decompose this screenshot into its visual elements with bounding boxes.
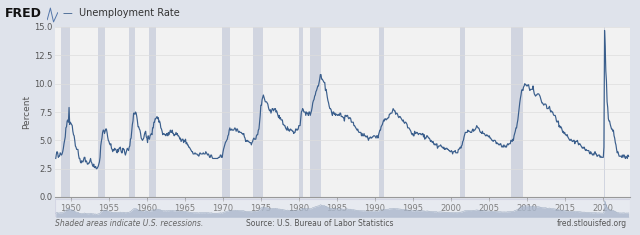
Bar: [511, 27, 523, 197]
Y-axis label: Percent: Percent: [22, 95, 31, 129]
Text: FRED: FRED: [5, 7, 42, 20]
Bar: [98, 27, 104, 197]
Bar: [129, 27, 135, 197]
Bar: [149, 27, 156, 197]
Text: Source: U.S. Bureau of Labor Statistics: Source: U.S. Bureau of Labor Statistics: [246, 219, 394, 228]
Bar: [379, 27, 384, 197]
FancyBboxPatch shape: [55, 199, 630, 217]
Bar: [460, 27, 465, 197]
Text: fred.stlouisfed.org: fred.stlouisfed.org: [557, 219, 627, 228]
Bar: [310, 27, 321, 197]
Bar: [604, 27, 605, 197]
Text: —: —: [63, 8, 72, 18]
Text: Unemployment Rate: Unemployment Rate: [79, 8, 179, 18]
Text: Shaded areas indicate U.S. recessions.: Shaded areas indicate U.S. recessions.: [55, 219, 204, 228]
Bar: [253, 27, 263, 197]
Bar: [61, 27, 70, 197]
Bar: [299, 27, 303, 197]
Bar: [222, 27, 230, 197]
